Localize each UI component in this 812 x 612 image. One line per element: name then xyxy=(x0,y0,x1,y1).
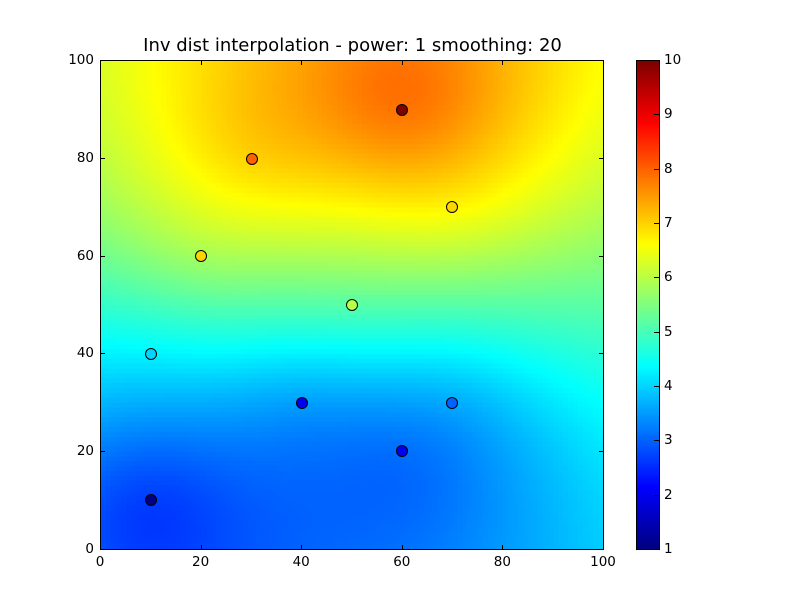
data-point-marker xyxy=(346,299,358,311)
y-tick-label: 80 xyxy=(76,149,94,166)
colorbar-tick-mark xyxy=(654,223,659,224)
y-tick-mark xyxy=(599,353,604,355)
plot-area xyxy=(100,60,604,550)
y-tick-mark xyxy=(599,157,604,159)
colorbar-tick-mark xyxy=(654,549,659,550)
x-tick-label: 60 xyxy=(393,554,411,570)
colorbar xyxy=(636,60,660,550)
colorbar-gradient xyxy=(637,61,659,549)
y-tick-label: 100 xyxy=(68,52,94,68)
x-tick-label: 40 xyxy=(292,554,310,570)
colorbar-tick-mark xyxy=(654,494,659,496)
x-tick-mark xyxy=(401,545,403,550)
x-tick-mark xyxy=(301,545,303,550)
y-tick-mark xyxy=(599,451,604,453)
data-point-marker xyxy=(295,396,308,409)
colorbar-tick-label: 9 xyxy=(664,106,673,123)
y-tick-label: 0 xyxy=(85,541,94,557)
x-tick-mark xyxy=(401,60,403,65)
data-point-marker xyxy=(446,396,459,409)
y-tick-mark xyxy=(100,60,105,61)
colorbar-tick-mark xyxy=(654,331,659,333)
x-tick-mark xyxy=(301,60,303,65)
colorbar-tick-label: 7 xyxy=(664,215,673,231)
data-point-marker xyxy=(396,445,409,458)
colorbar-tick-mark xyxy=(654,114,659,116)
y-tick-mark xyxy=(100,451,105,453)
colorbar-tick-mark xyxy=(654,60,659,61)
y-tick-mark xyxy=(100,549,105,550)
x-tick-label: 100 xyxy=(590,554,616,570)
colorbar-tick-label: 2 xyxy=(664,486,673,503)
data-point-marker xyxy=(145,347,158,360)
chart-title: Inv dist interpolation - power: 1 smooth… xyxy=(143,35,562,56)
x-tick-mark xyxy=(100,60,101,65)
x-tick-mark xyxy=(603,60,604,65)
x-tick-label: 80 xyxy=(493,554,511,570)
data-point-marker xyxy=(396,103,409,116)
x-tick-mark xyxy=(502,60,504,65)
data-point-marker xyxy=(446,201,459,214)
y-tick-mark xyxy=(599,60,604,61)
colorbar-tick-mark xyxy=(654,277,659,279)
colorbar-tick-mark xyxy=(654,440,659,442)
x-tick-mark xyxy=(200,545,202,550)
data-point-marker xyxy=(195,250,208,263)
colorbar-tick-label: 5 xyxy=(664,323,673,340)
colorbar-tick-mark xyxy=(654,168,659,170)
y-tick-label: 60 xyxy=(76,247,94,264)
x-tick-label: 0 xyxy=(95,554,105,570)
y-tick-mark xyxy=(599,549,604,550)
x-tick-mark xyxy=(100,545,101,550)
y-tick-mark xyxy=(599,255,604,257)
x-tick-mark xyxy=(200,60,202,65)
data-point-marker xyxy=(145,494,158,507)
y-tick-mark xyxy=(100,255,105,257)
colorbar-tick-label: 3 xyxy=(664,432,673,449)
y-tick-mark xyxy=(100,353,105,355)
colorbar-tick-label: 6 xyxy=(664,269,673,286)
colorbar-tick-mark xyxy=(654,386,659,387)
colorbar-tick-label: 1 xyxy=(664,541,673,557)
y-tick-label: 20 xyxy=(76,443,94,460)
colorbar-tick-label: 10 xyxy=(664,52,682,68)
x-tick-label: 20 xyxy=(192,554,210,570)
y-tick-label: 40 xyxy=(76,345,94,362)
data-point-marker xyxy=(245,152,258,165)
y-tick-mark xyxy=(100,157,105,159)
x-tick-mark xyxy=(502,545,504,550)
colorbar-tick-label: 4 xyxy=(664,378,673,394)
colorbar-tick-label: 8 xyxy=(664,160,673,177)
x-tick-mark xyxy=(603,545,604,550)
